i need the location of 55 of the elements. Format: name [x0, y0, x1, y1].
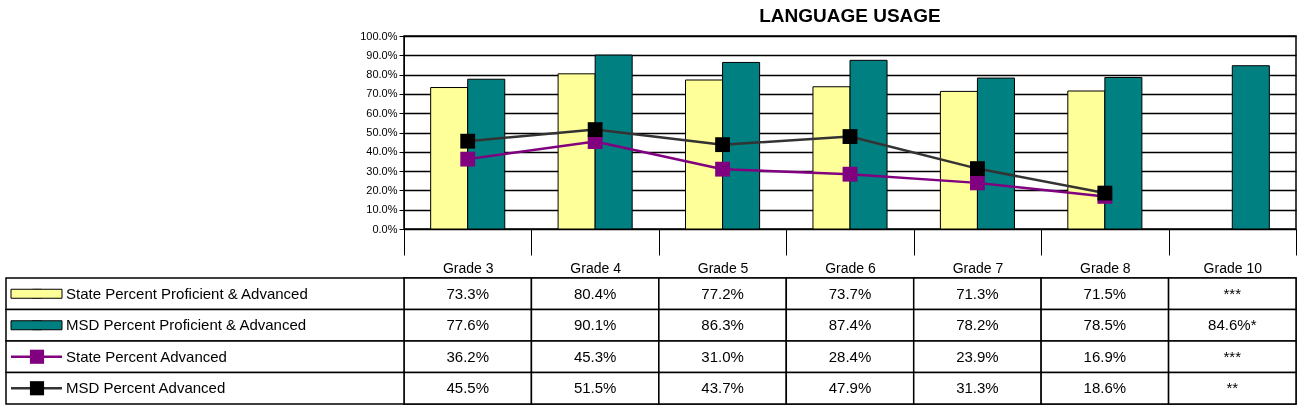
data-label: 23.9% — [956, 347, 999, 365]
y-tick-label: 10.0% — [366, 203, 398, 216]
legend-label: MSD Percent Proficient & Advanced — [66, 316, 307, 334]
legend-label: State Percent Proficient & Advanced — [66, 284, 308, 302]
y-tick-label: 0.0% — [372, 222, 398, 235]
y-tick-label: 70.0% — [366, 87, 398, 100]
data-label: 71.5% — [1083, 284, 1127, 302]
y-tick-label: 30.0% — [366, 164, 398, 177]
text: *** — [1223, 284, 1242, 302]
data-label: 86.3% — [701, 316, 744, 334]
data-label: 73.3% — [446, 284, 489, 302]
text: ** — [1226, 379, 1239, 397]
data-label: 71.3% — [956, 284, 999, 302]
x-tick-label: Grade 7 — [952, 259, 1004, 276]
data-label: 45.3% — [573, 347, 617, 365]
legend-label: State Percent Advanced — [66, 347, 227, 365]
data-label: 31.0% — [701, 347, 744, 365]
point — [842, 166, 858, 182]
data-label: 80.4% — [573, 284, 617, 302]
x-tick-label: Grade 3 — [442, 259, 494, 276]
data-label: 77.6% — [446, 316, 489, 334]
chart-title: LANGUAGE USAGE — [759, 5, 941, 26]
data-label: 28.4% — [828, 347, 872, 365]
x-tick-label: Grade 6 — [825, 259, 876, 276]
point — [715, 161, 730, 177]
x-tick-label: Grade 8 — [1080, 259, 1131, 276]
x-tick-label: Grade 5 — [697, 259, 749, 276]
point — [460, 151, 476, 167]
data-label: 77.2% — [701, 284, 744, 302]
data-label: 78.5% — [1083, 316, 1127, 334]
y-tick-label: 60.0% — [366, 106, 398, 119]
data-label: 73.7% — [828, 284, 872, 302]
data-label: 36.2% — [446, 347, 489, 365]
y-tick-label: 20.0% — [366, 183, 398, 196]
data-label: 84.6%* — [1208, 316, 1257, 334]
y-tick-label: 100.0% — [360, 29, 398, 42]
point — [970, 175, 985, 191]
y-tick-label: 90.0% — [366, 48, 398, 61]
y-tick-label: 80.0% — [366, 68, 398, 81]
data-label: 78.2% — [956, 316, 999, 334]
legend-label: MSD Percent Advanced — [66, 379, 226, 397]
data-label: 31.3% — [956, 379, 999, 397]
x-tick-label: Grade 10 — [1203, 259, 1263, 276]
data-label: 47.9% — [828, 379, 872, 397]
x-tick-label: Grade 4 — [570, 259, 622, 276]
y-tick-label: 40.0% — [366, 145, 398, 158]
y-tick-label: 50.0% — [366, 126, 398, 138]
data-label: 51.5% — [573, 379, 617, 397]
data-label: 87.4% — [828, 316, 872, 334]
data-label: 90.1% — [573, 316, 617, 334]
data-label: 45.5% — [446, 379, 489, 397]
data-label: 16.9% — [1083, 347, 1127, 365]
text: *** — [1223, 347, 1242, 365]
data-label: 18.6% — [1083, 379, 1127, 397]
data-label: 43.7% — [701, 379, 744, 397]
